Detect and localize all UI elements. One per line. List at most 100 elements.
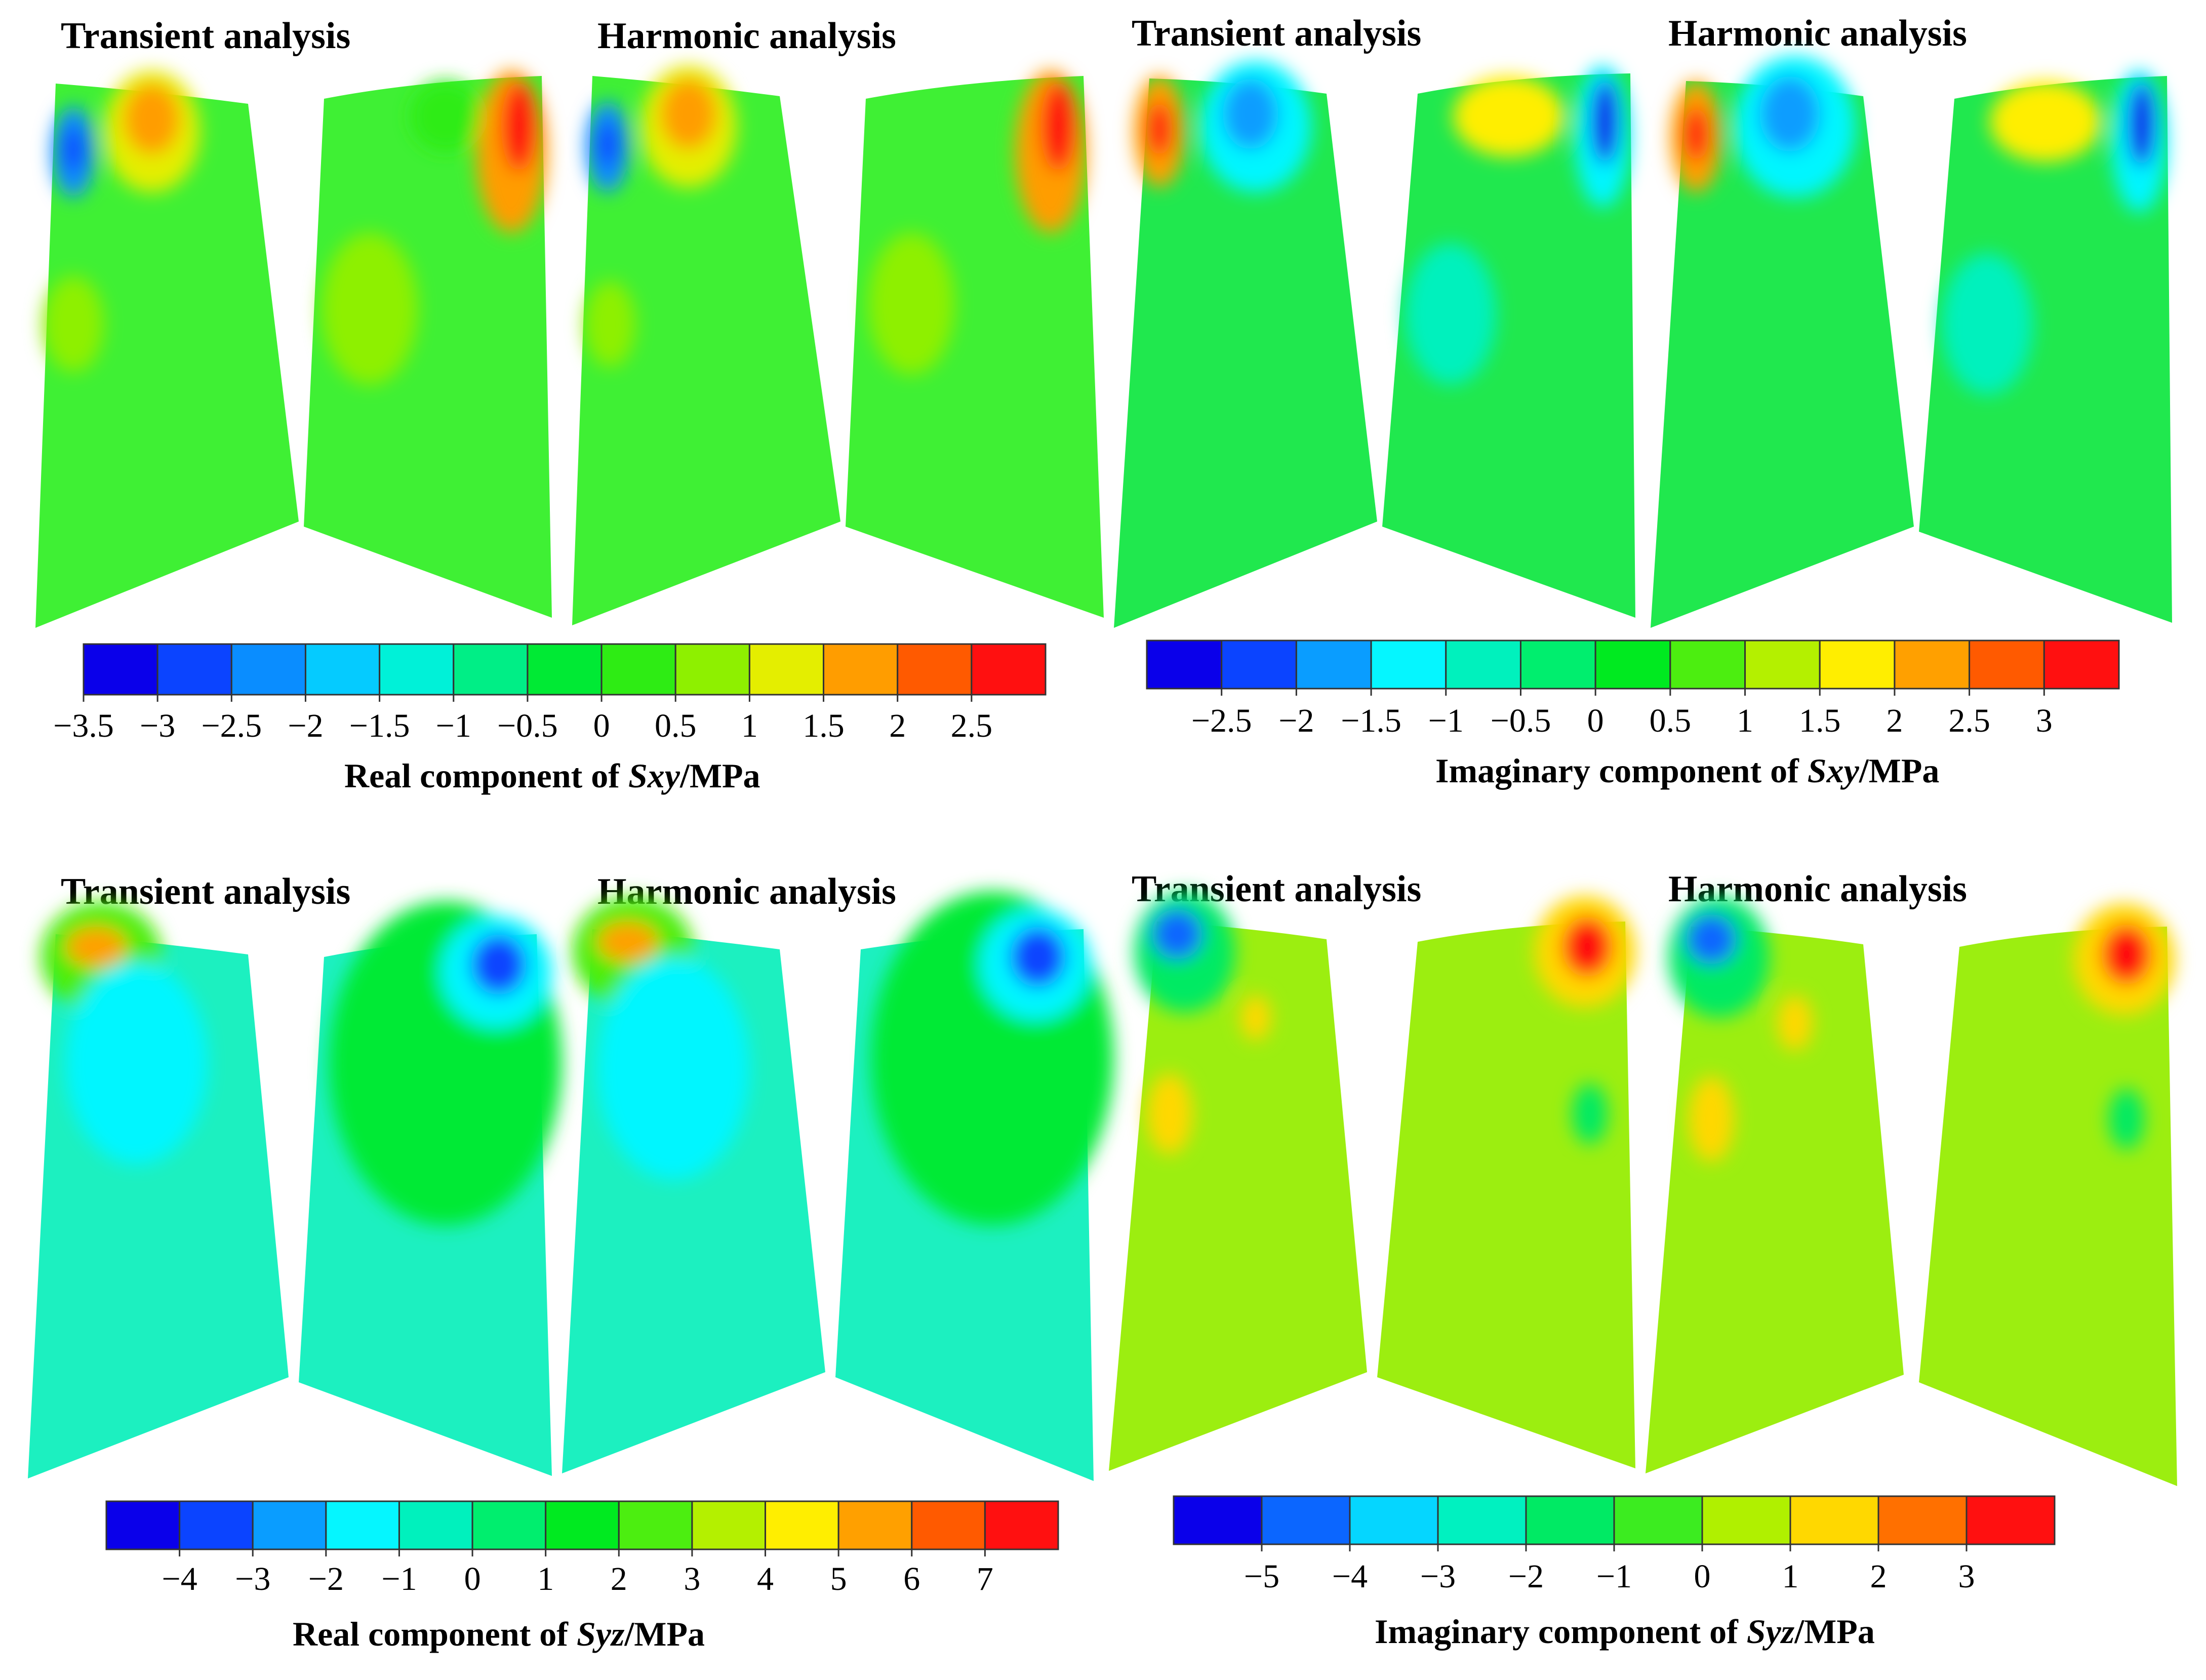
colorbar-tick-label: 2 xyxy=(889,707,906,744)
panel-real-sxy: Transient analysis Harmonic analysis xyxy=(35,15,1104,795)
title-harmonic-analysis: Harmonic analysis xyxy=(597,15,896,57)
blade-contour-group xyxy=(1114,73,2172,628)
colorbar-swatch xyxy=(1894,639,1971,690)
colorbar-swatch xyxy=(1295,639,1372,690)
contour-hotspots xyxy=(1134,56,2167,395)
colorbar-swatch xyxy=(1261,1495,1351,1545)
colorbar-tick-label: 2 xyxy=(611,1561,627,1597)
colorbar-imaginary-syz: −5 −4 −3 −2 −1 0 1 2 3 xyxy=(1173,1495,2056,1595)
colorbar-tick-label: −2 xyxy=(288,707,323,744)
colorbar-swatch xyxy=(1173,1495,1263,1545)
colorbar-swatch xyxy=(618,1500,693,1550)
colorbar-tick-label: 3 xyxy=(2036,702,2053,739)
colorbar-tick-label: 7 xyxy=(977,1561,993,1597)
colorbar-tick-label: 3 xyxy=(684,1561,700,1597)
colorbar-tick-label: −2.5 xyxy=(1191,702,1252,739)
colorbar-swatch xyxy=(545,1500,620,1550)
panel-imaginary-syz: Transient analysis Harmonic analysis −5−… xyxy=(1109,868,2177,1651)
colorbar-swatch xyxy=(1370,639,1447,690)
colorbar-swatch xyxy=(674,643,750,696)
colorbar-real-syz: −4 −3 −2 −1 0 1 2 3 4 5 6 7 xyxy=(105,1500,1059,1597)
colorbar-tick-label: −2 xyxy=(1278,702,1314,739)
colorbar-imaginary-sxy: −2.5 −2 −1.5 −1 −0.5 0 0.5 1 1.5 2 2.5 3 xyxy=(1146,639,2120,739)
colorbar-swatch xyxy=(691,1500,767,1550)
colorbar-swatch xyxy=(1445,639,1521,690)
blade-left xyxy=(35,84,299,628)
blade-contour-group xyxy=(35,76,1104,628)
colorbar-swatch xyxy=(105,1500,181,1550)
colorbar-swatch xyxy=(379,643,455,696)
colorbar-tick-label: 0.5 xyxy=(1650,702,1692,739)
colorbar-tick-label: −5 xyxy=(1244,1558,1279,1595)
title-transient-analysis: Transient analysis xyxy=(1132,13,1421,54)
panel-imaginary-sxy: Transient analysis Harmonic analysis xyxy=(1114,13,2172,790)
panel-real-syz: Transient analysis Harmonic analysis −4−… xyxy=(28,871,1114,1653)
colorbar-tick-label: 5 xyxy=(830,1561,847,1597)
colorbar-swatch xyxy=(252,1500,327,1550)
colorbar-swatch xyxy=(471,1500,547,1550)
blade-left xyxy=(1114,78,1377,628)
colorbar-swatch xyxy=(527,643,603,696)
colorbar-tick-label: 0 xyxy=(1694,1558,1711,1595)
colorbar-tick-label: 2 xyxy=(1886,702,1903,739)
colorbar-swatch xyxy=(325,1500,400,1550)
colorbar-tick-label: 3 xyxy=(1958,1558,1975,1595)
colorbar-swatch xyxy=(1877,1495,1968,1545)
colorbar-swatch xyxy=(179,1500,254,1550)
colorbar-tick-label: −1 xyxy=(1428,702,1464,739)
colorbar-real-sxy: −3.5 −3 −2.5 −2 −1.5 −1 −0.5 0 0.5 1 1.5 2 2.5 xyxy=(53,643,1047,744)
colorbar-swatch xyxy=(1969,639,2045,690)
colorbar-tick-label: 1.5 xyxy=(1799,702,1841,739)
colorbar-swatch xyxy=(1789,1495,1879,1545)
colorbar-tick-label: 0.5 xyxy=(655,707,697,744)
colorbar-tick-label: −1 xyxy=(381,1561,417,1597)
colorbar-tick-label: 2.5 xyxy=(951,707,993,744)
colorbar-tick-label: 6 xyxy=(903,1561,920,1597)
colorbar-caption: Imaginary component of Sxy/MPa xyxy=(1435,751,1939,790)
colorbar-swatch xyxy=(984,1500,1059,1550)
colorbar-swatch xyxy=(897,643,973,696)
colorbar-swatch xyxy=(1349,1495,1439,1545)
colorbar-tick-label: −1 xyxy=(436,707,471,744)
colorbar-tick-label: −4 xyxy=(162,1561,197,1597)
title-harmonic-analysis: Harmonic analysis xyxy=(1668,13,1967,54)
colorbar-tick-label: −3 xyxy=(235,1561,270,1597)
colorbar-tick-label: −3 xyxy=(140,707,175,744)
colorbar-tick-label: −0.5 xyxy=(1491,702,1551,739)
colorbar-swatch xyxy=(765,1500,839,1550)
colorbar-swatch xyxy=(1613,1495,1703,1545)
colorbar-swatch xyxy=(453,643,529,696)
contour-hotspots xyxy=(1134,891,2175,1162)
colorbar-swatch xyxy=(748,643,825,696)
colorbar-caption: Imaginary component of Syz/MPa xyxy=(1375,1612,1875,1651)
colorbar-tick-label: 1.5 xyxy=(803,707,845,744)
colorbar-swatch xyxy=(911,1500,986,1550)
blade-left xyxy=(1651,81,1914,628)
colorbar-tick-label: 2.5 xyxy=(1948,702,1990,739)
colorbar-tick-label: −3.5 xyxy=(53,707,114,744)
colorbar-tick-label: −4 xyxy=(1332,1558,1368,1595)
colorbar-tick-label: 0 xyxy=(1587,702,1604,739)
colorbar-tick-label: −1 xyxy=(1596,1558,1632,1595)
blade-left xyxy=(572,76,840,625)
colorbar-tick-label: 0 xyxy=(593,707,610,744)
colorbar-swatch xyxy=(1669,639,1746,690)
colorbar-swatch xyxy=(398,1500,473,1550)
blade-right xyxy=(1919,76,2172,623)
colorbar-tick-label: 1 xyxy=(537,1561,554,1597)
colorbar-swatch xyxy=(304,643,381,696)
colorbar-swatch xyxy=(600,643,676,696)
colorbar-tick-label: −2 xyxy=(308,1561,344,1597)
colorbar-tick-label: 1 xyxy=(1737,702,1753,739)
colorbar-tick-label: −1.5 xyxy=(1341,702,1401,739)
colorbar-caption: Real component of Sxy/MPa xyxy=(344,756,760,795)
colorbar-swatch xyxy=(1701,1495,1791,1545)
colorbar-swatch xyxy=(1437,1495,1527,1545)
title-transient-analysis: Transient analysis xyxy=(61,15,350,57)
colorbar-swatch xyxy=(1819,639,1896,690)
colorbar-swatch xyxy=(823,643,899,696)
colorbar-tick-label: 1 xyxy=(1782,1558,1799,1595)
colorbar-swatch xyxy=(1519,639,1596,690)
colorbar-tick-label: 2 xyxy=(1870,1558,1887,1595)
